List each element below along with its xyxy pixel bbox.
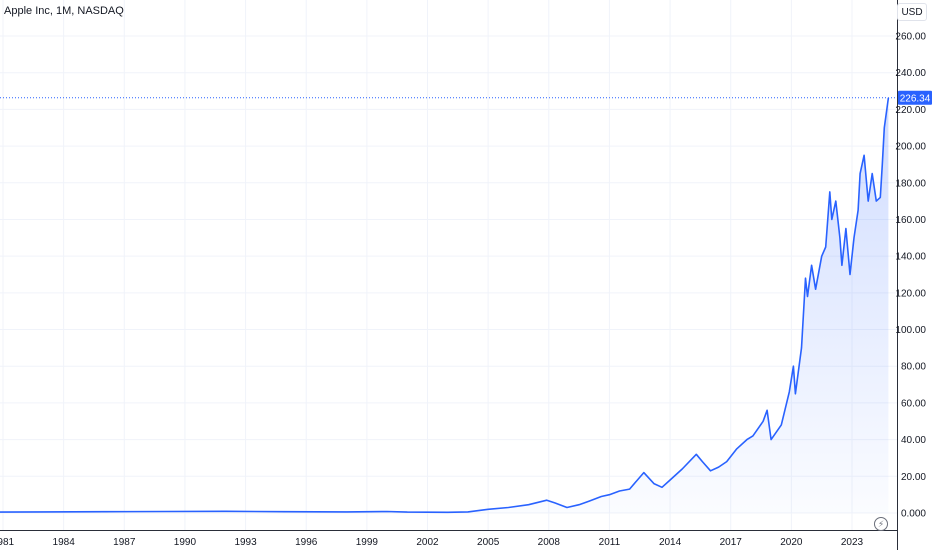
currency-button[interactable]: USD — [897, 3, 927, 21]
y-tick-label: 100.00 — [895, 325, 926, 336]
last-price-marker: 226.34 — [0, 90, 932, 105]
last-price-label: 226.34 — [900, 93, 931, 104]
price-line-layer — [0, 97, 890, 514]
chart-title: Apple Inc, 1M, NASDAQ — [4, 5, 124, 17]
x-tick-label: 2020 — [780, 537, 803, 548]
series-line — [0, 97, 890, 514]
y-tick-label: 40.00 — [901, 435, 926, 446]
y-tick-label: 0.000 — [901, 509, 926, 520]
x-tick-label: 2014 — [659, 537, 682, 548]
grid-lines — [0, 0, 897, 530]
y-tick-label: 180.00 — [895, 178, 926, 189]
y-tick-label: 200.00 — [895, 142, 926, 153]
y-tick-label: 160.00 — [895, 215, 926, 226]
lightning-icon[interactable]: ⚡ — [874, 517, 888, 531]
x-axis-ticks: 1981 1984 1987 1990 1993 1996 1999 2002 2005 2008… — [0, 537, 864, 548]
last-price-badge — [898, 90, 932, 105]
area-fill-layer — [0, 97, 889, 513]
y-tick-label: 20.00 — [901, 472, 926, 483]
y-tick-label: 60.00 — [901, 398, 926, 409]
x-tick-label: 1990 — [174, 537, 197, 548]
x-tick-label: 1981 — [0, 537, 15, 548]
x-tick-label: 1993 — [234, 537, 257, 548]
x-tick-label: 1987 — [113, 537, 136, 548]
series-area — [0, 97, 889, 513]
axes — [0, 0, 898, 550]
x-tick-label: 1984 — [53, 537, 76, 548]
y-tick-label: 80.00 — [901, 362, 926, 373]
x-tick-label: 1996 — [295, 537, 318, 548]
y-tick-label: 140.00 — [895, 252, 926, 263]
x-tick-label: 2011 — [599, 537, 621, 548]
x-tick-label: 2017 — [720, 537, 743, 548]
x-tick-label: 1999 — [356, 537, 379, 548]
x-tick-label: 2005 — [477, 537, 500, 548]
y-tick-label: 120.00 — [895, 288, 926, 299]
y-axis-ticks: 0.000 20.00 40.00 60.00 80.00 100.00 120.00 140… — [895, 32, 926, 520]
y-tick-label: 240.00 — [895, 68, 926, 79]
x-tick-label: 2008 — [538, 537, 561, 548]
x-tick-label: 2023 — [841, 537, 864, 548]
y-tick-label: 220.00 — [895, 105, 926, 116]
x-tick-label: 2002 — [416, 537, 439, 548]
y-tick-label: 260.00 — [895, 32, 926, 43]
